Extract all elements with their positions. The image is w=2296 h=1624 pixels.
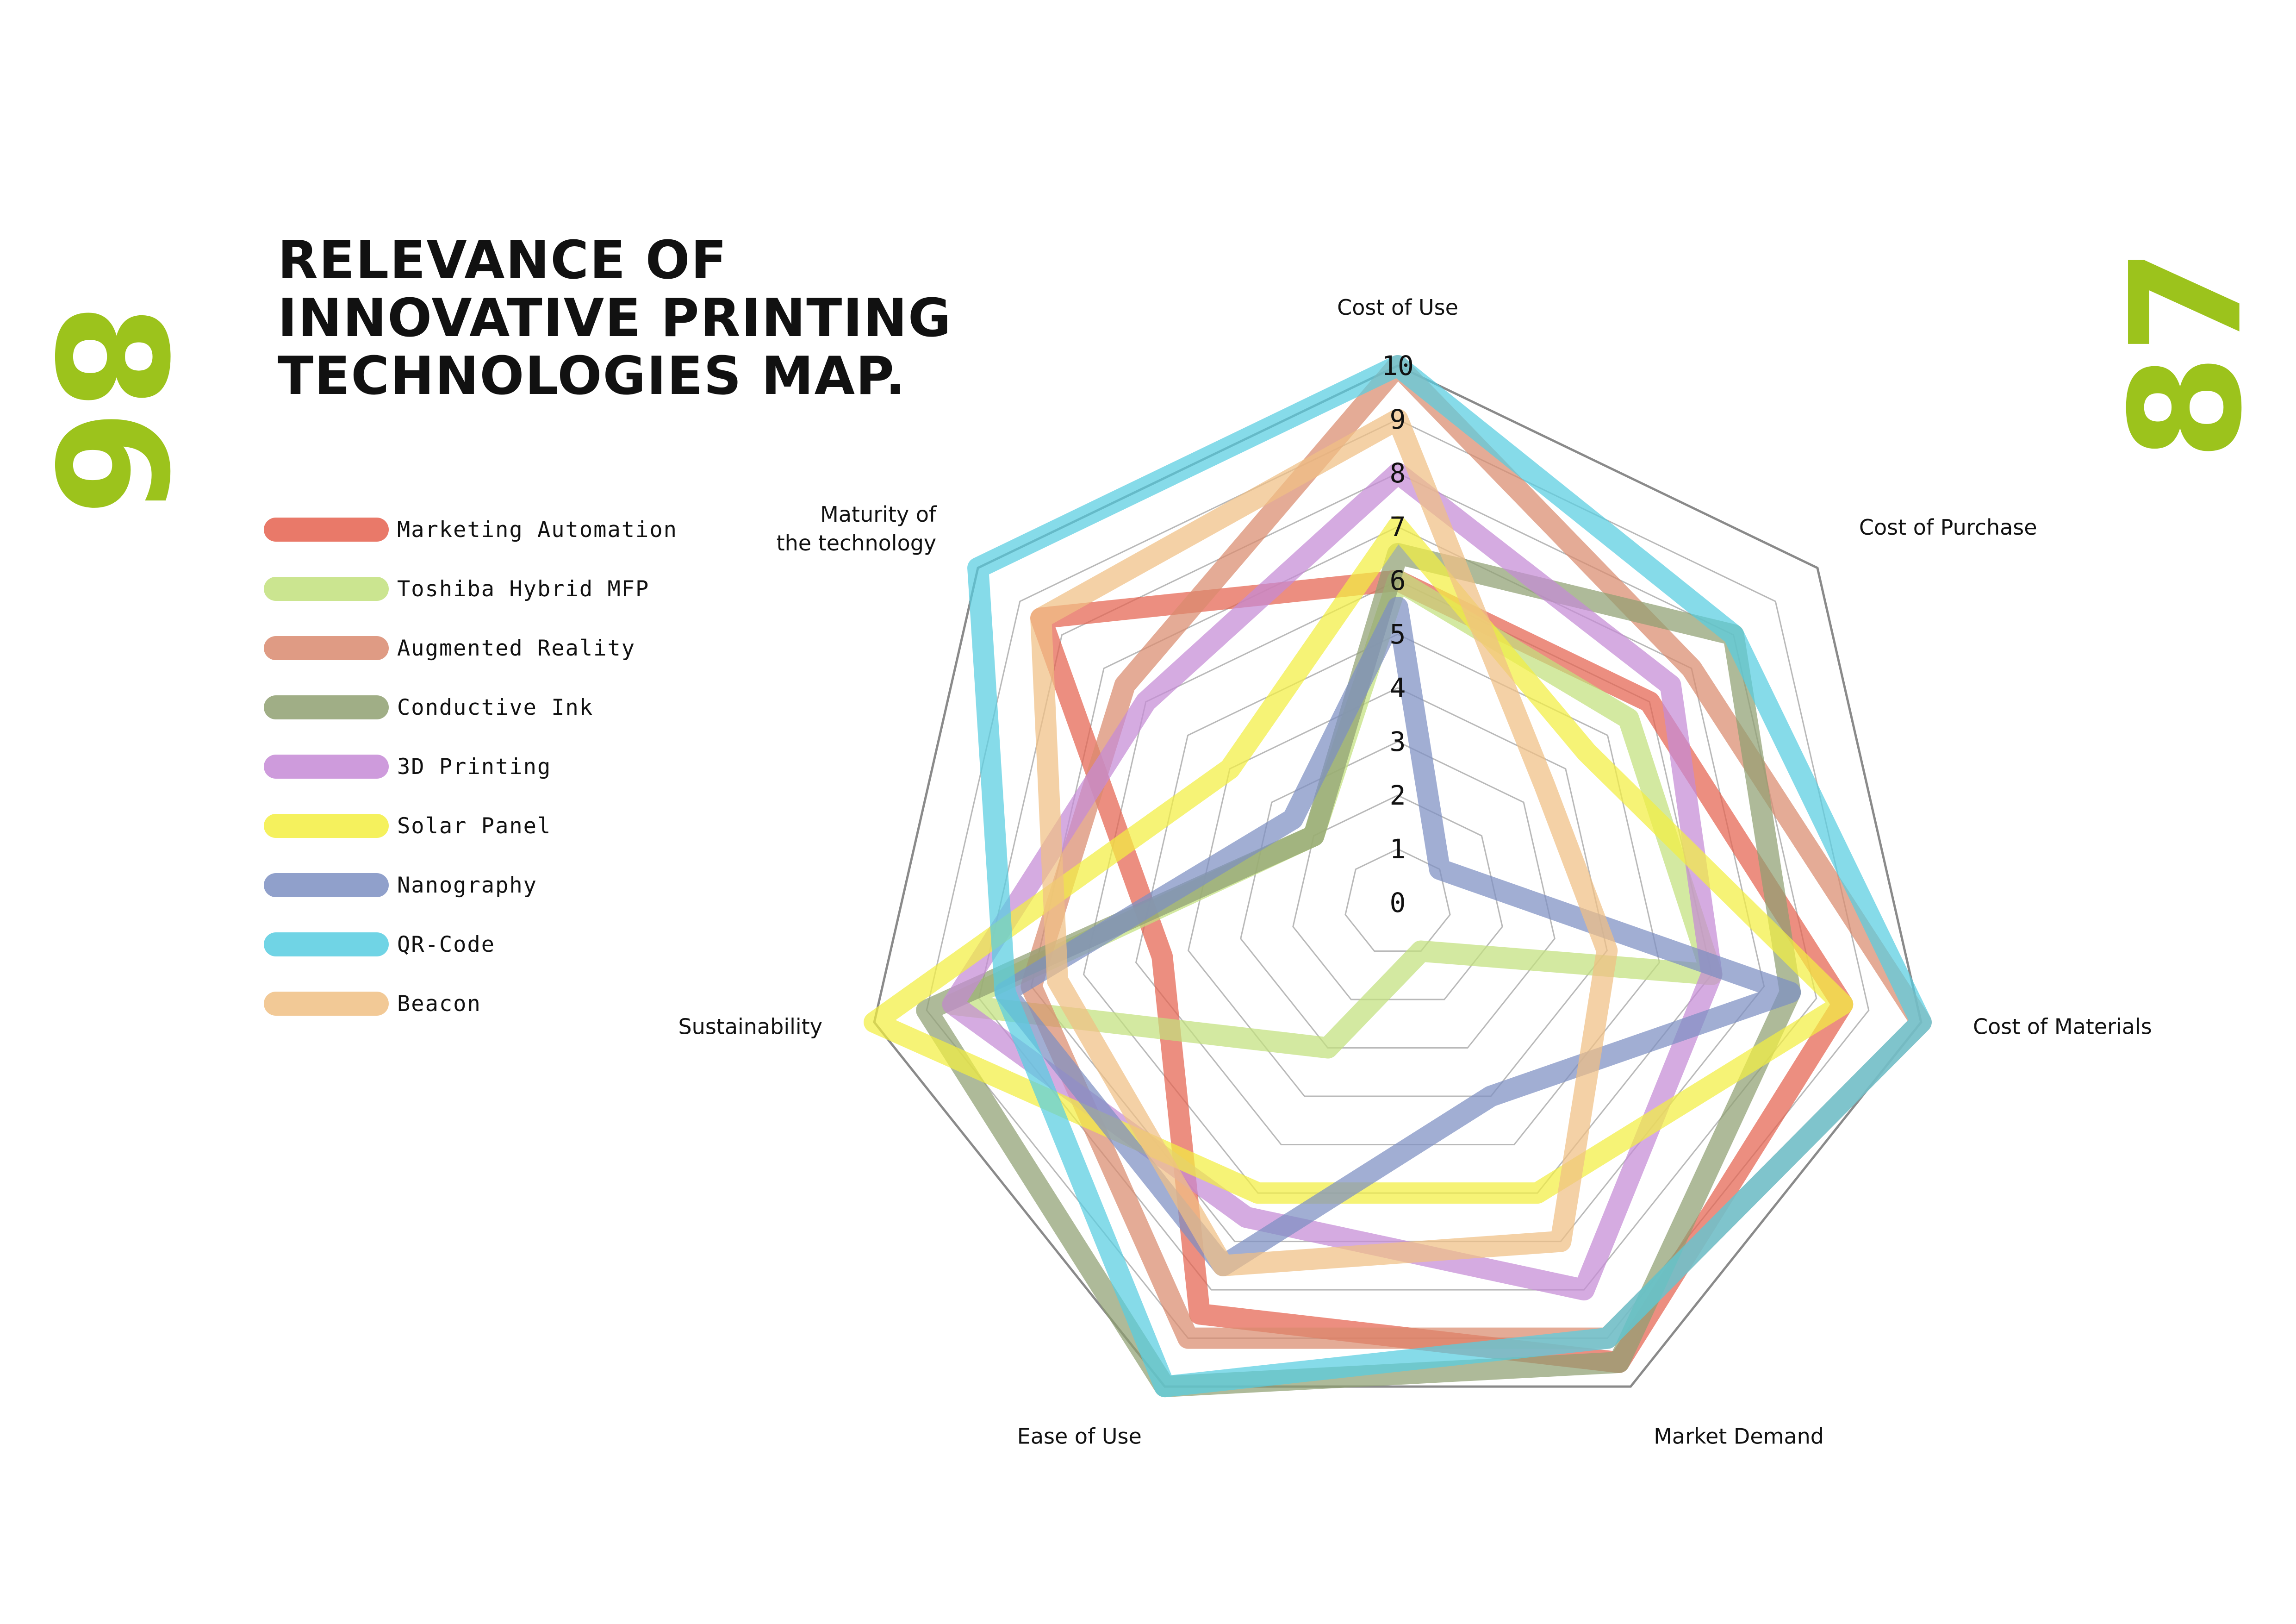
- tick-label: 7: [1390, 511, 1406, 543]
- axis-label-line: Cost of Use: [1337, 295, 1458, 320]
- legend-label: Beacon: [397, 991, 481, 1017]
- legend-item: Conductive Ink: [264, 678, 678, 737]
- radar-ticks: 0 1 2 3 4 5 6 7 8 9 10: [1381, 350, 1414, 918]
- tick-label: 3: [1390, 726, 1406, 757]
- axis-label-line: the technology: [777, 531, 937, 556]
- series-line-conductive-ink: [916, 543, 1801, 1398]
- legend-label: QR-Code: [397, 931, 496, 957]
- legend-label: Conductive Ink: [397, 694, 594, 720]
- legend-swatch: [264, 992, 389, 1016]
- axis-label: Ease of Use: [1017, 1424, 1142, 1449]
- legend-swatch: [264, 577, 389, 601]
- axis-label: Cost of Materials: [1973, 1014, 2152, 1039]
- axis-label: Market Demand: [1654, 1424, 1824, 1449]
- tick-label: 5: [1390, 618, 1406, 650]
- grid-ring: [1188, 687, 1608, 1097]
- legend-label: Nanography: [397, 872, 537, 898]
- tick-label: 0: [1390, 887, 1406, 918]
- title-line-2: INNOVATIVE PRINTING: [278, 287, 952, 349]
- legend-item: Beacon: [264, 974, 678, 1033]
- series-line-qr-code: [967, 355, 1932, 1398]
- legend-label: 3D Printing: [397, 754, 552, 780]
- legend-item: Augmented Reality: [264, 618, 678, 678]
- legend-item: 3D Printing: [264, 737, 678, 796]
- series-line-nanography: [994, 597, 1801, 1276]
- legend: Marketing Automation Toshiba Hybrid MFP Au…: [264, 500, 678, 1033]
- legend-label: Solar Panel: [397, 813, 552, 839]
- tick-label: 4: [1390, 672, 1406, 704]
- legend-item: Solar Panel: [264, 796, 678, 856]
- radar-series: [864, 355, 1932, 1398]
- legend-item: Marketing Automation: [264, 500, 678, 559]
- grid-ring: [1292, 794, 1503, 1000]
- legend-swatch: [264, 873, 389, 897]
- page-title: RELEVANCE OF INNOVATIVE PRINTING TECHNOL…: [278, 231, 972, 405]
- tick-label: 8: [1390, 457, 1406, 489]
- axis-label: Maturity of the technology: [777, 502, 937, 556]
- legend-swatch: [264, 695, 389, 719]
- axis-label: Sustainability: [678, 1014, 822, 1039]
- tick-label: 6: [1390, 565, 1406, 596]
- tick-label: 10: [1381, 350, 1414, 381]
- legend-swatch: [264, 755, 389, 779]
- radar-axis-labels: Cost of Use Cost of Purchase Cost of Mater…: [678, 295, 2152, 1449]
- axis-label: Cost of Use: [1337, 295, 1458, 320]
- legend-swatch: [264, 518, 389, 542]
- legend-label: Augmented Reality: [397, 635, 636, 661]
- legend-swatch: [264, 636, 389, 660]
- axis-label-line: Ease of Use: [1017, 1424, 1142, 1449]
- series-line-solar-panel: [864, 516, 1854, 1204]
- axis-label: Cost of Purchase: [1859, 515, 2037, 540]
- legend-item: Toshiba Hybrid MFP: [264, 559, 678, 618]
- axis-label-line: Market Demand: [1654, 1424, 1824, 1449]
- series-line-beacon: [1030, 409, 1618, 1276]
- series-line-augmented-reality: [1020, 355, 1932, 1349]
- tick-label: 1: [1390, 833, 1406, 865]
- axis-label-line: Cost of Purchase: [1859, 515, 2037, 540]
- legend-swatch: [264, 814, 389, 838]
- title-line-1: RELEVANCE OF: [278, 230, 728, 291]
- legend-swatch: [264, 932, 389, 956]
- tick-label: 2: [1390, 780, 1406, 811]
- axis-label-line: Cost of Materials: [1973, 1014, 2152, 1039]
- legend-label: Marketing Automation: [397, 517, 678, 543]
- title-line-3: TECHNOLOGIES MAP.: [278, 345, 907, 406]
- tick-label: 9: [1390, 404, 1406, 435]
- legend-item: QR-Code: [264, 915, 678, 974]
- grid-ring: [873, 364, 1923, 1388]
- legend-label: Toshiba Hybrid MFP: [397, 576, 650, 602]
- legend-item: Nanography: [264, 856, 678, 915]
- axis-label-line: Sustainability: [678, 1014, 822, 1039]
- axis-label-line: Maturity of: [820, 502, 937, 527]
